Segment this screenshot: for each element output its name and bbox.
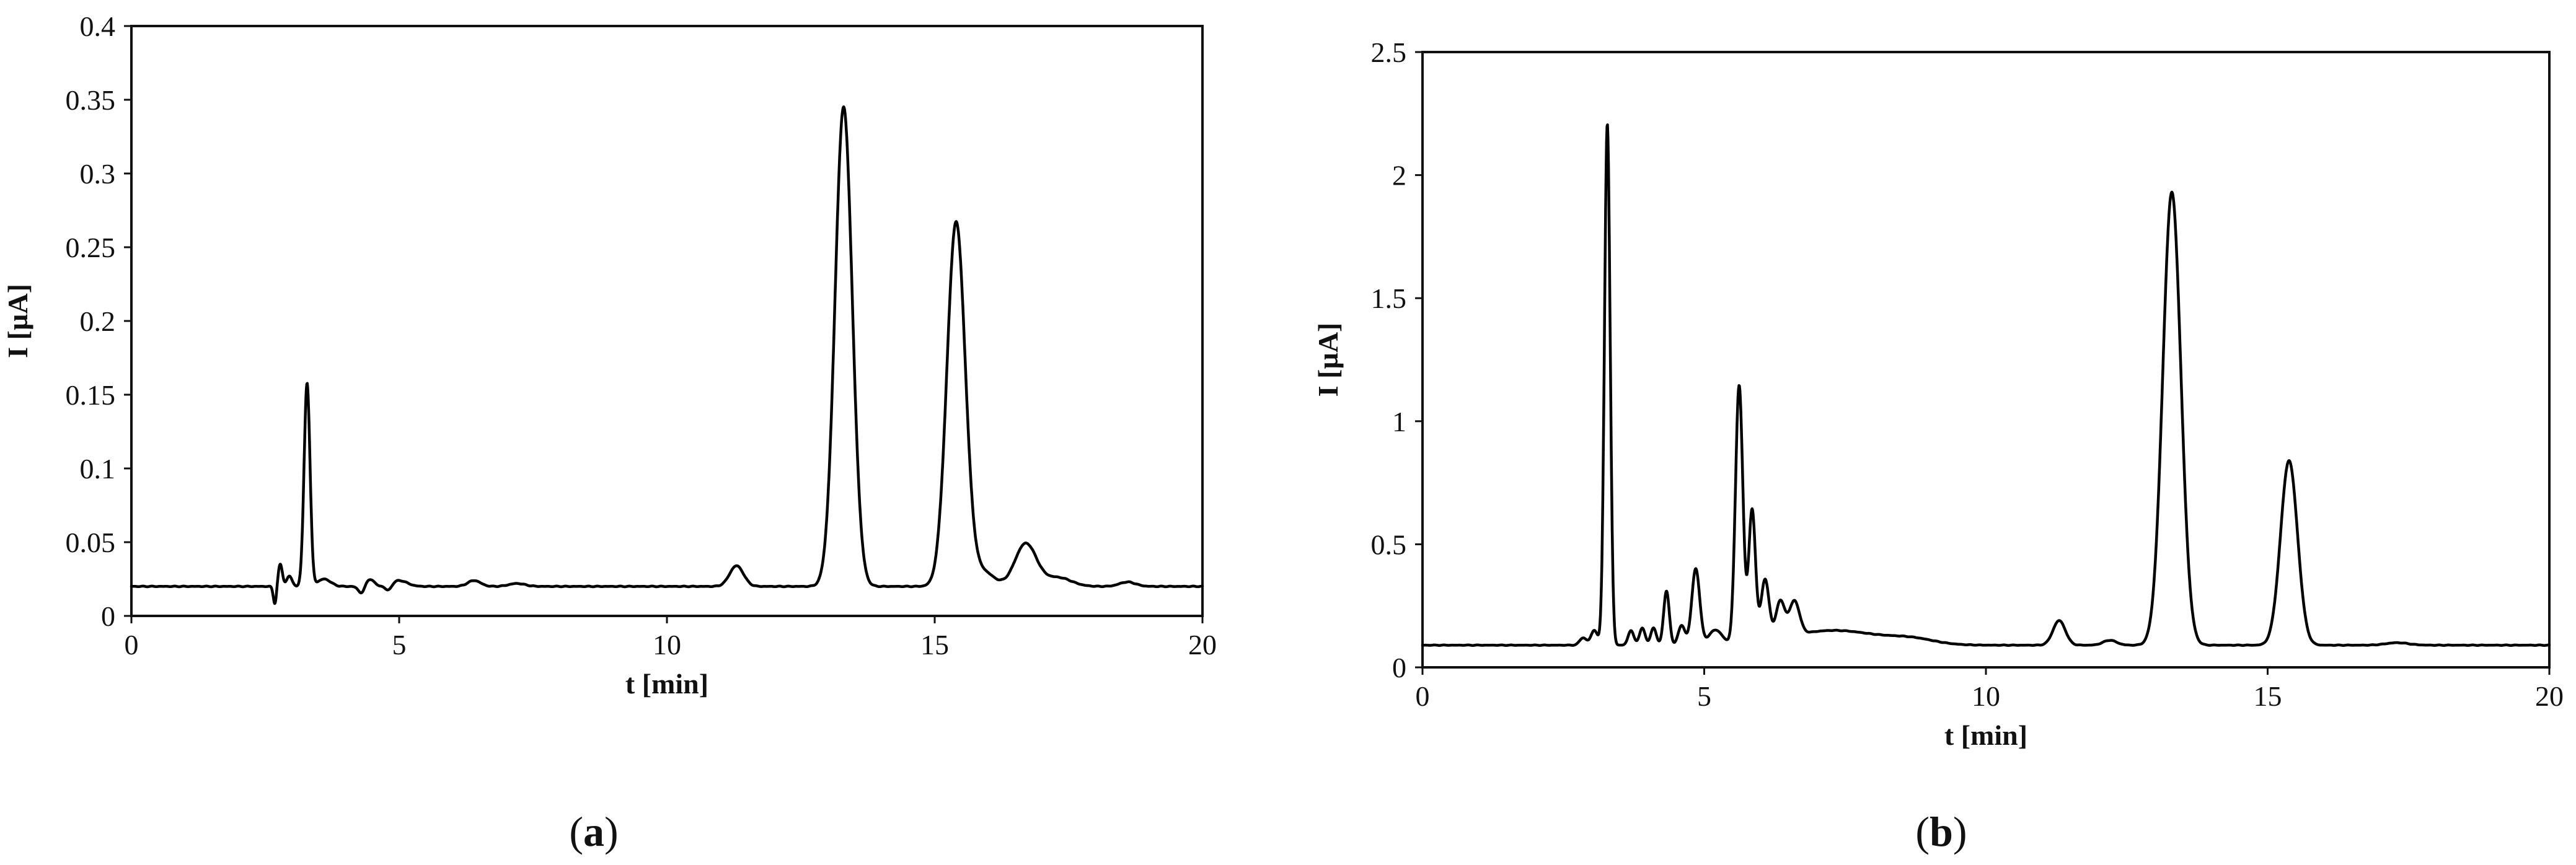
panel-label-open: (: [1915, 808, 1930, 855]
x-tick-label: 20: [2535, 680, 2564, 712]
x-tick-label: 0: [1416, 680, 1430, 712]
panel-label-close: ): [604, 808, 619, 855]
panel-a-chart: 0 5 10 15 20 0 0.05 0.1 0.15 0.2 0.25 0.3 0.35 0.4 t […: [2, 11, 1217, 855]
y-tick-label: 0: [1392, 652, 1406, 683]
panel-label-letter: a: [583, 808, 604, 855]
plot-area-frame: [130, 25, 1204, 617]
x-tick-label: 5: [1697, 680, 1711, 712]
y-tick-label: 0.25: [66, 232, 116, 263]
plot-area-frame: [1421, 51, 2551, 669]
y-tick-label: 2.5: [1371, 37, 1407, 68]
y-tick-label: 0.4: [80, 11, 116, 42]
y-tick-label: 0.15: [66, 379, 116, 411]
x-axis-label: t [min]: [1944, 719, 2027, 751]
x-tick-label: 0: [125, 629, 139, 661]
y-tick-label: 0.2: [80, 305, 116, 337]
y-tick-label: 0: [101, 600, 115, 632]
x-tick-label: 20: [1188, 629, 1217, 661]
x-axis-label: t [min]: [625, 668, 708, 700]
x-tick-label: 15: [920, 629, 949, 661]
y-tick-label: 0.05: [66, 527, 116, 558]
panel-b-chart: 0 5 10 15 20 0 0.5 1 1.5 2 2.5 t [min] I [µA] (b): [1312, 37, 2564, 855]
y-tick-label: 0.1: [80, 453, 116, 485]
y-axis-label: I [µA]: [1312, 323, 1344, 397]
y-tick-label: 0.3: [80, 158, 116, 190]
y-tick-label: 0.35: [66, 84, 116, 116]
x-tick-label: 10: [1972, 680, 2000, 712]
panel-label-open: (: [569, 808, 583, 855]
y-tick-label: 0.5: [1371, 529, 1407, 560]
x-tick-label: 15: [2254, 680, 2282, 712]
y-tick-label: 2: [1392, 160, 1406, 191]
y-tick-label: 1: [1392, 406, 1406, 437]
y-tick-label: 1.5: [1371, 283, 1407, 314]
chromatogram-line: [130, 105, 1204, 605]
x-tick-label: 10: [653, 629, 681, 661]
x-tick-label: 5: [392, 629, 407, 661]
panel-label: (b): [1915, 808, 1967, 855]
panel-label-letter: b: [1930, 808, 1953, 855]
panel-label: (a): [569, 808, 618, 855]
panel-label-close: ): [1953, 808, 1967, 855]
chromatogram-line: [1421, 123, 2551, 647]
y-axis-label: I [µA]: [2, 284, 33, 358]
